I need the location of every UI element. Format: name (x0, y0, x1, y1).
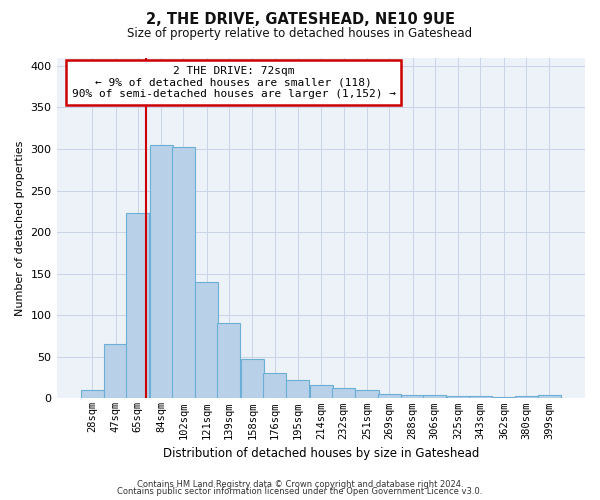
Bar (286, 380, 310, 398)
Bar (538, 395, 561, 398)
Text: 2 THE DRIVE: 72sqm
← 9% of detached houses are smaller (118)
90% of semi-detache: 2 THE DRIVE: 72sqm ← 9% of detached hous… (71, 66, 395, 99)
Text: 2, THE DRIVE, GATESHEAD, NE10 9UE: 2, THE DRIVE, GATESHEAD, NE10 9UE (146, 12, 455, 28)
Bar (469, 396, 492, 398)
Bar (104, 344, 127, 399)
Bar (126, 213, 149, 398)
Bar (149, 145, 173, 399)
X-axis label: Distribution of detached houses by size in Gateshead: Distribution of detached houses by size … (163, 447, 479, 460)
Bar (195, 282, 218, 399)
Bar (446, 396, 470, 398)
Bar (493, 396, 515, 398)
Y-axis label: Number of detached properties: Number of detached properties (15, 140, 25, 316)
Bar (515, 396, 538, 398)
Bar (263, 372, 286, 398)
Bar (423, 395, 446, 398)
Bar (377, 394, 401, 398)
Bar (332, 388, 355, 398)
Text: Size of property relative to detached houses in Gateshead: Size of property relative to detached ho… (127, 28, 473, 40)
Bar (80, 390, 104, 398)
Text: Contains public sector information licensed under the Open Government Licence v3: Contains public sector information licen… (118, 488, 482, 496)
Text: Contains HM Land Registry data © Crown copyright and database right 2024.: Contains HM Land Registry data © Crown c… (137, 480, 463, 489)
Bar (172, 148, 195, 398)
Bar (310, 385, 333, 398)
Bar (401, 395, 424, 398)
Bar (217, 322, 241, 398)
Bar (241, 360, 264, 399)
Bar (355, 390, 379, 398)
